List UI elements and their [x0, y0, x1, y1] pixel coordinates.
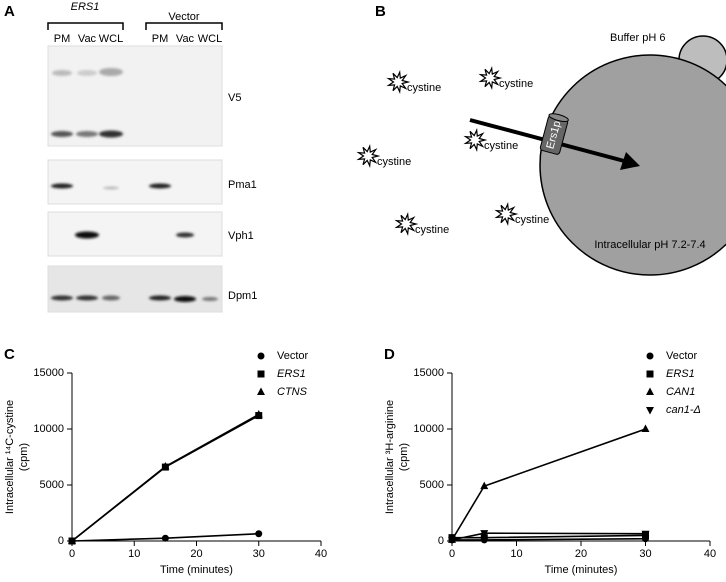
blot-label: Dpm1: [228, 290, 257, 302]
x-tick-label: 0: [449, 548, 455, 560]
molecule-icon: [386, 69, 411, 95]
group-label: Vector: [168, 11, 200, 23]
y-tick-label: 10000: [33, 423, 64, 435]
marker: [448, 536, 456, 545]
molecule-label: cystine: [499, 78, 533, 90]
blot: [47, 159, 223, 205]
legend-label: CTNS: [277, 386, 308, 398]
x-tick-label: 30: [639, 548, 651, 560]
x-tick-label: 40: [315, 548, 327, 560]
x-tick-label: 20: [190, 548, 202, 560]
molecule-label: cystine: [377, 156, 411, 168]
y-axis-label: (cpm): [18, 443, 30, 471]
marker: [255, 530, 263, 538]
y-tick-label: 0: [58, 535, 64, 547]
marker: [641, 424, 650, 432]
marker: [161, 534, 169, 542]
buffer-label: Buffer pH 6: [610, 32, 665, 44]
blot: [47, 45, 223, 147]
marker: [646, 407, 654, 415]
marker: [68, 536, 76, 544]
x-tick-label: 30: [253, 548, 265, 560]
y-tick-label: 15000: [413, 367, 444, 379]
blot-label: Pma1: [228, 179, 257, 191]
lane-label: Vac: [176, 33, 195, 45]
marker: [254, 409, 263, 418]
y-tick-label: 5000: [420, 479, 444, 491]
x-tick-label: 40: [704, 548, 716, 560]
series-line: [71, 414, 260, 542]
molecule-icon: [356, 143, 381, 169]
molecule-label: cystine: [515, 214, 549, 226]
molecule-label: cystine: [407, 82, 441, 94]
legend-label: Vector: [277, 350, 309, 362]
marker: [257, 370, 265, 378]
y-tick-label: 10000: [413, 423, 444, 435]
transporter: Ers1p: [539, 113, 569, 155]
x-axis-label: Time (minutes): [160, 564, 233, 576]
blot-label: V5: [228, 92, 241, 104]
molecule-icon: [478, 65, 503, 91]
y-axis-label: (cpm): [398, 443, 410, 471]
lane-label: PM: [54, 33, 71, 45]
blot: [47, 211, 223, 257]
legend-label: ERS1: [666, 368, 695, 380]
lane-label: Vac: [78, 33, 97, 45]
x-tick-label: 10: [128, 548, 140, 560]
x-tick-label: 20: [575, 548, 587, 560]
x-tick-label: 0: [69, 548, 75, 560]
marker: [480, 481, 489, 490]
y-tick-label: 0: [438, 535, 444, 547]
panel-label: A: [4, 3, 15, 20]
legend-label: Vector: [666, 350, 698, 362]
molecule-label: cystine: [415, 224, 449, 236]
molecule-icon: [394, 211, 419, 237]
panel-label: D: [384, 346, 395, 363]
marker: [161, 462, 170, 470]
blot-label: Vph1: [228, 230, 254, 242]
molecule-label: cystine: [484, 140, 518, 152]
lane-label: PM: [152, 33, 169, 45]
series-line: [71, 413, 260, 542]
lane-label: WCL: [198, 33, 222, 45]
series-line: [451, 428, 646, 541]
molecule-icon: [494, 201, 519, 227]
group-label: ERS1: [71, 1, 100, 13]
blot: [47, 265, 223, 313]
panel-label: C: [4, 346, 15, 363]
arrowhead: [620, 152, 640, 170]
y-axis-label: Intracellular ³H-arginine: [384, 400, 396, 514]
panel-b: B Buffer pH 6 Intracellular pH 7.2-7.4 E…: [356, 3, 726, 276]
marker: [646, 387, 654, 395]
x-tick-label: 10: [510, 548, 522, 560]
marker: [646, 352, 654, 360]
panel-a: A ERS1 Vector PM Vac WCL PM Vac WCL V5 P…: [4, 1, 257, 313]
molecule-icon: [463, 127, 488, 153]
cell-label: Intracellular pH 7.2-7.4: [594, 239, 705, 251]
marker: [257, 387, 265, 395]
bracket: [145, 22, 223, 30]
bracket: [47, 22, 124, 30]
legend-label: CAN1: [666, 386, 695, 398]
marker: [480, 530, 489, 538]
y-axis-label: Intracellular ¹⁴C-cystine: [4, 400, 16, 514]
lane-label: WCL: [99, 33, 123, 45]
y-tick-label: 15000: [33, 367, 64, 379]
bands: [51, 68, 218, 302]
marker: [641, 530, 650, 539]
marker: [257, 352, 265, 360]
y-tick-label: 5000: [40, 479, 64, 491]
x-axis-label: Time (minutes): [545, 564, 618, 576]
panel-label: B: [375, 3, 386, 20]
legend-label: can1-Δ: [666, 404, 701, 416]
marker: [646, 370, 654, 378]
legend-label: ERS1: [277, 368, 306, 380]
